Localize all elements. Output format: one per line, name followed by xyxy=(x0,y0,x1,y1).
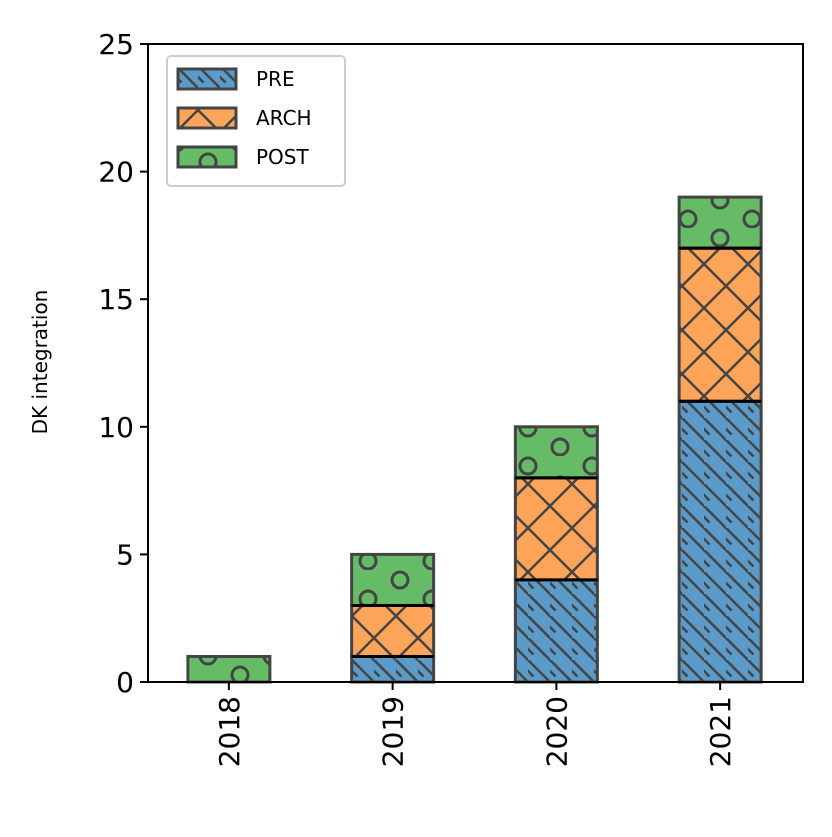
y-tick-label: 0 xyxy=(116,666,134,699)
bar-post-2019 xyxy=(350,552,436,607)
x-axis: 2018 2019 2020 2021 xyxy=(213,682,737,767)
bar-post-2021 xyxy=(677,195,763,250)
bar-post-2018 xyxy=(186,654,272,684)
y-tick-label: 5 xyxy=(116,538,134,571)
legend: PRE ARCH POST xyxy=(166,55,346,187)
x-tick-label: 2021 xyxy=(704,696,737,767)
legend-label: ARCH xyxy=(256,106,312,130)
y-tick-label: 25 xyxy=(98,28,134,61)
bar-arch-2021 xyxy=(677,246,763,403)
y-tick-label: 15 xyxy=(98,283,134,316)
y-axis-label: DK integration xyxy=(28,290,52,435)
legend-item-pre: PRE xyxy=(176,67,295,91)
plot-frame xyxy=(147,43,804,683)
bar-pre-2019 xyxy=(350,654,436,684)
y-tick-label: 20 xyxy=(98,156,134,189)
y-tick-label: 10 xyxy=(98,411,134,444)
bars-layer xyxy=(186,195,763,684)
legend-item-post: POST xyxy=(176,145,309,169)
bar-pre-2021 xyxy=(677,399,763,684)
legend-label: PRE xyxy=(256,67,295,91)
y-axis: 0 5 10 15 20 25 xyxy=(98,28,148,699)
x-tick-label: 2018 xyxy=(213,696,246,767)
bar-arch-2019 xyxy=(350,603,436,658)
bar-arch-2020 xyxy=(513,476,599,582)
x-tick-label: 2019 xyxy=(377,696,410,767)
bar-pre-2020 xyxy=(513,578,599,684)
bar-post-2020 xyxy=(513,425,599,480)
x-tick-label: 2020 xyxy=(540,696,573,767)
legend-item-arch: ARCH xyxy=(176,106,312,130)
legend-label: POST xyxy=(256,145,309,169)
